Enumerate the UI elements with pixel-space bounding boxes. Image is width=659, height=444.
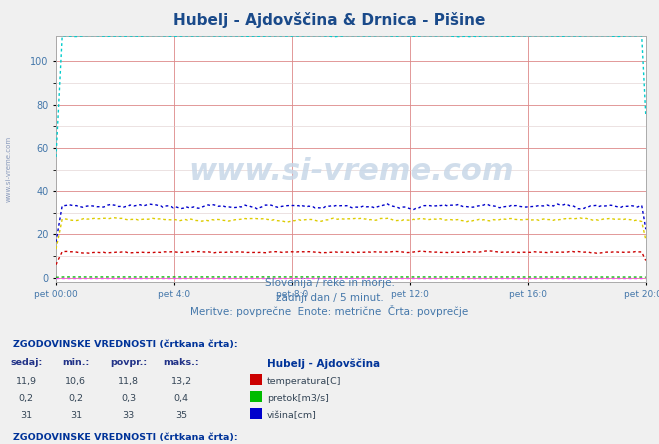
Text: 31: 31 xyxy=(70,411,82,420)
Text: sedaj:: sedaj: xyxy=(11,358,42,367)
Text: zadnji dan / 5 minut.: zadnji dan / 5 minut. xyxy=(275,293,384,303)
Text: povpr.:: povpr.: xyxy=(110,358,147,367)
Text: ZGODOVINSKE VREDNOSTI (črtkana črta):: ZGODOVINSKE VREDNOSTI (črtkana črta): xyxy=(13,340,238,349)
Text: 0,4: 0,4 xyxy=(174,394,188,403)
Text: 31: 31 xyxy=(20,411,32,420)
Text: pretok[m3/s]: pretok[m3/s] xyxy=(267,394,329,403)
Text: 33: 33 xyxy=(123,411,134,420)
Text: Hubelj - Ajdovščina: Hubelj - Ajdovščina xyxy=(267,358,380,369)
Text: 11,8: 11,8 xyxy=(118,377,139,386)
Text: Slovenija / reke in morje.: Slovenija / reke in morje. xyxy=(264,278,395,289)
Text: 0,2: 0,2 xyxy=(69,394,83,403)
Text: www.si-vreme.com: www.si-vreme.com xyxy=(188,157,514,186)
Text: 13,2: 13,2 xyxy=(171,377,192,386)
Text: maks.:: maks.: xyxy=(163,358,199,367)
Text: višina[cm]: višina[cm] xyxy=(267,411,317,420)
Text: temperatura[C]: temperatura[C] xyxy=(267,377,341,386)
Text: 0,2: 0,2 xyxy=(19,394,34,403)
Text: 11,9: 11,9 xyxy=(16,377,37,386)
Text: www.si-vreme.com: www.si-vreme.com xyxy=(5,136,11,202)
Text: min.:: min.: xyxy=(62,358,90,367)
Text: Meritve: povprečne  Enote: metrične  Črta: povprečje: Meritve: povprečne Enote: metrične Črta:… xyxy=(190,305,469,317)
Text: 0,3: 0,3 xyxy=(121,394,136,403)
Text: 35: 35 xyxy=(175,411,187,420)
Text: Hubelj - Ajdovščina & Drnica - Pišine: Hubelj - Ajdovščina & Drnica - Pišine xyxy=(173,12,486,28)
Text: ZGODOVINSKE VREDNOSTI (črtkana črta):: ZGODOVINSKE VREDNOSTI (črtkana črta): xyxy=(13,433,238,442)
Text: 10,6: 10,6 xyxy=(65,377,86,386)
